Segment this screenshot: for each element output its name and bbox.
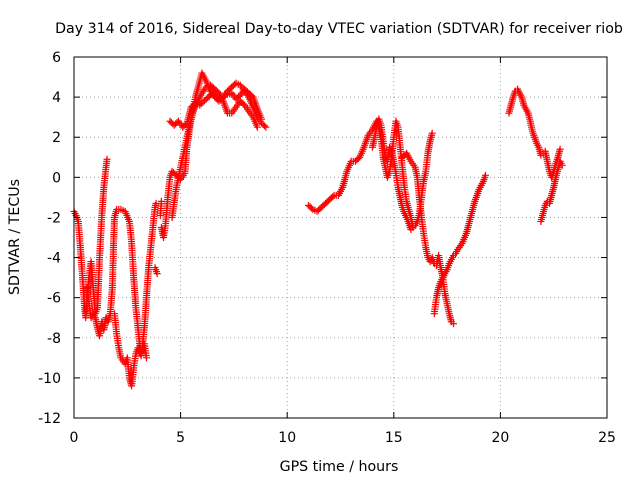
y-tick-label: -8 <box>47 331 61 347</box>
data-point <box>212 92 220 100</box>
y-tick-label: 6 <box>52 50 61 66</box>
data-point <box>409 223 417 231</box>
data-point <box>142 354 150 362</box>
x-tick-label: 25 <box>598 430 616 446</box>
y-tick-label: 0 <box>52 170 61 186</box>
data-point <box>210 91 218 99</box>
y-tick-label: -12 <box>38 411 61 427</box>
data-point <box>205 92 213 100</box>
y-tick-label: 2 <box>52 130 61 146</box>
data-point <box>262 123 270 131</box>
data-point <box>260 122 268 130</box>
chart-title: Day 314 of 2016, Sidereal Day-to-day VTE… <box>55 21 623 37</box>
data-point <box>209 89 217 97</box>
data-points <box>70 69 566 390</box>
data-point <box>196 101 204 109</box>
axes: 0 5 10 15 20 25 -12 -10 -8 -6 -4 -2 0 2 4 6 <box>38 50 616 446</box>
y-tick-label: 4 <box>52 90 61 106</box>
plot-frame <box>73 56 608 419</box>
grid-lines <box>74 57 607 418</box>
y-tick-label: -4 <box>47 251 61 267</box>
y-tick-label: -10 <box>38 371 61 387</box>
data-point <box>202 95 210 103</box>
data-point <box>204 94 212 102</box>
y-tick-label: -6 <box>47 291 61 307</box>
data-point <box>428 129 436 137</box>
x-axis-label: GPS time / hours <box>280 459 399 475</box>
x-tick-label: 0 <box>70 430 79 446</box>
data-point <box>153 270 161 278</box>
data-point <box>197 100 205 108</box>
data-point <box>556 145 564 153</box>
data-point <box>103 155 111 163</box>
y-tick-label: -2 <box>47 210 61 226</box>
data-point <box>307 204 315 212</box>
data-point <box>253 123 261 131</box>
data-point <box>449 320 457 328</box>
data-point <box>258 115 266 123</box>
data-point <box>157 197 165 205</box>
x-tick-label: 5 <box>176 430 185 446</box>
data-point <box>329 193 337 201</box>
x-tick-label: 10 <box>278 430 296 446</box>
y-axis-label: SDTVAR / TECUs <box>7 179 23 295</box>
data-point <box>201 97 209 105</box>
x-tick-label: 20 <box>491 430 509 446</box>
data-point <box>199 98 207 106</box>
data-point <box>481 171 489 179</box>
x-tick-label: 15 <box>385 430 403 446</box>
data-point <box>558 161 566 169</box>
